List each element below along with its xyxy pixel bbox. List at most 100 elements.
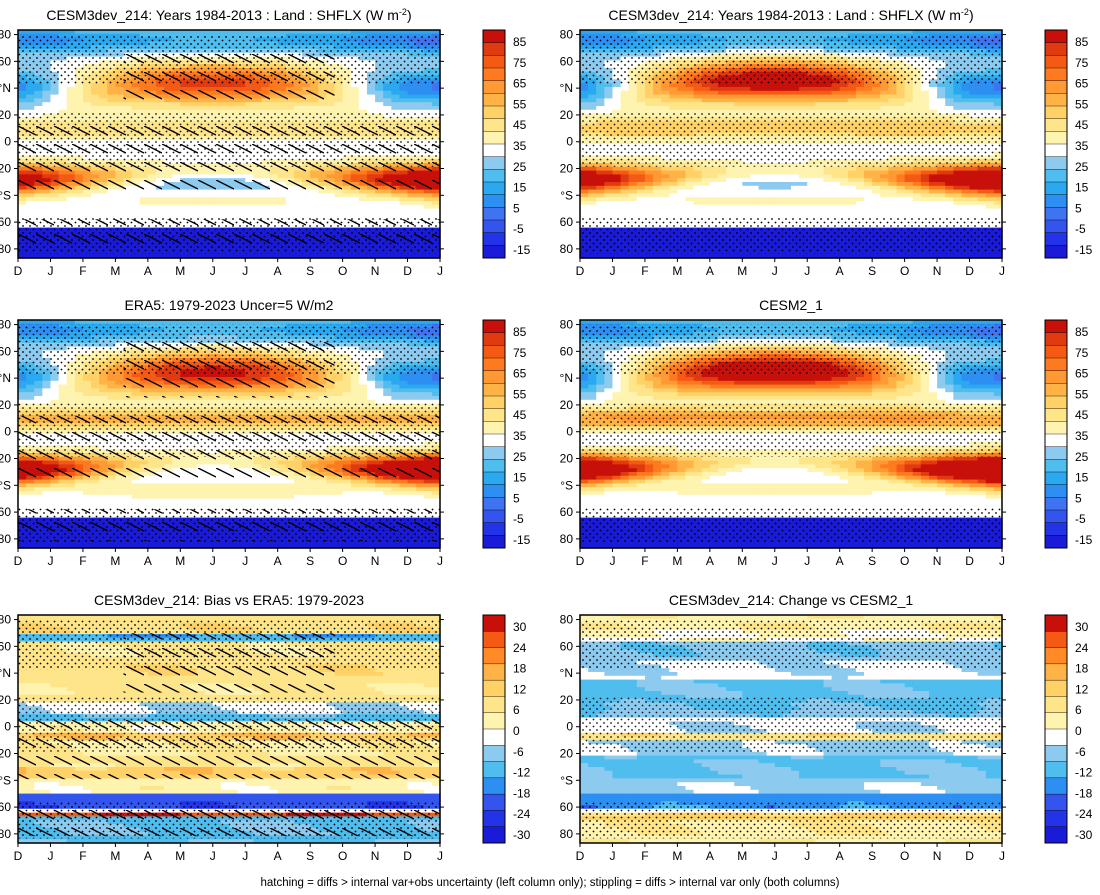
heatmap-cell bbox=[399, 106, 409, 111]
x-tick-label: F bbox=[79, 264, 86, 278]
heatmap-cell bbox=[326, 212, 336, 217]
heatmap-cell bbox=[742, 90, 752, 96]
heatmap-cell bbox=[847, 90, 857, 96]
heatmap-cell bbox=[334, 30, 344, 35]
colorbar-swatch bbox=[482, 143, 506, 158]
heatmap-cell bbox=[82, 90, 92, 96]
heatmap-cell bbox=[74, 94, 84, 99]
heatmap-cell bbox=[937, 94, 946, 99]
heatmap-cell bbox=[334, 90, 344, 96]
heatmap-cell bbox=[847, 94, 857, 99]
heatmap-cell bbox=[131, 201, 141, 206]
heatmap-cell bbox=[920, 98, 930, 103]
heatmap-cell bbox=[685, 87, 695, 92]
heatmap-cell bbox=[945, 87, 954, 92]
heatmap-cell bbox=[42, 94, 52, 99]
heatmap-cell bbox=[407, 30, 417, 35]
heatmap-cell bbox=[612, 106, 622, 111]
heatmap-cell bbox=[261, 197, 271, 202]
y-tick-label: °N bbox=[0, 81, 11, 95]
heatmap-cell bbox=[18, 30, 27, 35]
heatmap-cell bbox=[139, 109, 149, 115]
heatmap-cell bbox=[18, 87, 27, 92]
heatmap-cell bbox=[277, 106, 287, 111]
heatmap-cell bbox=[726, 87, 735, 92]
heatmap-cell bbox=[26, 212, 35, 217]
heatmap-cell bbox=[799, 102, 808, 107]
heatmap-cell bbox=[653, 102, 662, 107]
heatmap-cell bbox=[383, 90, 392, 96]
heatmap-cell bbox=[580, 90, 589, 96]
heatmap-cell bbox=[815, 87, 825, 92]
heatmap-cell bbox=[99, 98, 108, 103]
heatmap-cell bbox=[220, 204, 230, 210]
heatmap-cell bbox=[677, 106, 687, 111]
panel-title-suffix: ) bbox=[969, 7, 974, 23]
heatmap-cell bbox=[945, 102, 954, 107]
heatmap-cell bbox=[82, 106, 92, 111]
heatmap-cell bbox=[701, 90, 711, 96]
heatmap-cell bbox=[407, 212, 417, 217]
heatmap-cell bbox=[758, 102, 768, 107]
heatmap-cell bbox=[358, 94, 368, 99]
heatmap-cell bbox=[42, 98, 52, 103]
heatmap-cell bbox=[383, 83, 392, 88]
y-tick-label: 60 bbox=[0, 215, 11, 229]
heatmap-cell bbox=[334, 87, 344, 92]
heatmap-cell bbox=[588, 90, 597, 96]
heatmap-cell bbox=[269, 212, 279, 217]
colorbar-swatch bbox=[482, 245, 506, 259]
heatmap-cell bbox=[766, 87, 776, 92]
heatmap-cell bbox=[253, 208, 263, 213]
heatmap-cell bbox=[928, 90, 938, 96]
heatmap-cell bbox=[334, 83, 344, 88]
colorbar-label: 85 bbox=[513, 35, 527, 49]
heatmap-cell bbox=[107, 208, 116, 213]
heatmap-cell bbox=[985, 106, 995, 111]
heatmap-cell bbox=[366, 197, 376, 202]
x-tick-label: N bbox=[371, 264, 380, 278]
heatmap-cell bbox=[872, 87, 881, 92]
heatmap-cell bbox=[653, 94, 662, 99]
heatmap-cell bbox=[50, 30, 60, 35]
heatmap-cell bbox=[26, 204, 35, 210]
heatmap-cell bbox=[310, 109, 319, 115]
heatmap-cell bbox=[172, 208, 181, 213]
heatmap-cell bbox=[969, 90, 979, 96]
heatmap-cell bbox=[58, 109, 68, 115]
heatmap-cell bbox=[115, 204, 125, 210]
heatmap-cell bbox=[99, 197, 108, 202]
heatmap-cell bbox=[415, 87, 425, 92]
heatmap-cell bbox=[677, 102, 687, 107]
heatmap-cell bbox=[612, 94, 622, 99]
heatmap-cell bbox=[677, 87, 687, 92]
heatmap-cell bbox=[107, 204, 116, 210]
colorbar-swatch bbox=[482, 29, 506, 44]
y-tick-label: 80 bbox=[0, 242, 11, 256]
heatmap-cell bbox=[229, 212, 238, 217]
heatmap-cell bbox=[636, 94, 646, 99]
heatmap-cell bbox=[636, 106, 646, 111]
heatmap-cell bbox=[18, 83, 27, 88]
heatmap-cell bbox=[358, 102, 368, 107]
heatmap-cell bbox=[701, 102, 711, 107]
heatmap-cell bbox=[969, 102, 979, 107]
heatmap-cell bbox=[58, 102, 68, 107]
heatmap-cell bbox=[628, 102, 638, 107]
heatmap-cell bbox=[269, 30, 279, 35]
x-tick-label: D bbox=[403, 264, 412, 278]
heatmap-cell bbox=[669, 90, 678, 96]
heatmap-cell bbox=[375, 204, 384, 210]
heatmap-cell bbox=[220, 208, 230, 213]
heatmap-cell bbox=[415, 90, 425, 96]
heatmap-cell bbox=[131, 204, 141, 210]
heatmap-cell bbox=[391, 106, 401, 111]
heatmap-cell bbox=[391, 212, 401, 217]
heatmap-cell bbox=[99, 212, 108, 217]
heatmap-cell bbox=[18, 197, 27, 202]
heatmap-cell bbox=[155, 212, 165, 217]
heatmap-cell bbox=[310, 208, 319, 213]
heatmap-cell bbox=[888, 102, 898, 107]
heatmap-cell bbox=[407, 90, 417, 96]
x-tick-label: O bbox=[338, 264, 347, 278]
